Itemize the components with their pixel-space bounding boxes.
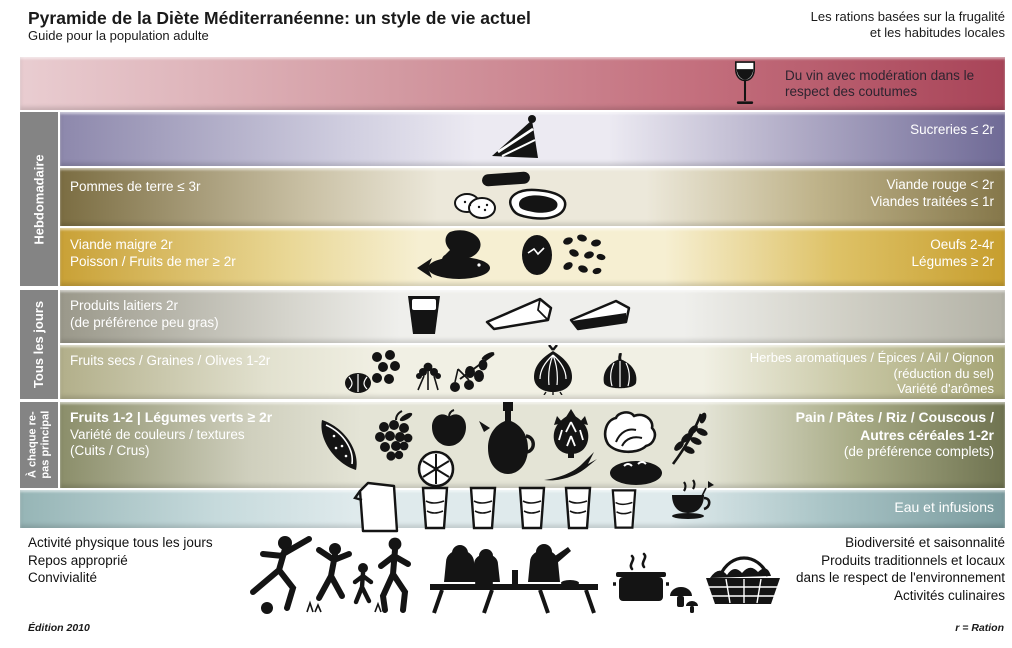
orange-slice-icon: [416, 449, 456, 489]
parsley-icon: [412, 358, 446, 392]
olive-oil-cruet-icon: [478, 402, 538, 484]
cake-slice-icon: [488, 114, 544, 164]
onion-icon: [530, 345, 576, 395]
water-glass-icon: [420, 486, 450, 530]
lifestyle-right-text: Biodiversité et saisonnalité Produits tr…: [796, 535, 1005, 603]
band-water: Eau et infusions: [20, 479, 1005, 533]
cheese-wedge-icon: [484, 296, 554, 332]
lifestyle-left-text: Activité physique tous les jours Repos a…: [28, 535, 213, 586]
beans-icon: [558, 233, 608, 279]
section-tab-weekly: Hebdomadaire: [20, 112, 58, 286]
band-proteins: Viande maigre 2r Poisson / Fruits de mer…: [60, 228, 1005, 286]
header-note-line2: et les habitudes locales: [869, 25, 1005, 41]
water-pitcher-icon: [352, 481, 400, 535]
bread-loaf-icon: [608, 456, 664, 486]
vegetable-basket-icon: [700, 548, 786, 608]
band-nuts-herbs: Fruits secs / Graines / Olives 1-2r Herb…: [60, 345, 1005, 399]
band-nuts-left-text: Fruits secs / Graines / Olives 1-2r: [70, 353, 271, 368]
lifestyle-section: Activité physique tous les jours Repos a…: [20, 530, 1005, 618]
page-subtitle: Guide pour la population adulte: [28, 28, 209, 43]
walnut-icon: [343, 372, 373, 394]
band-fruits-grains: Fruits 1-2 | Légumes verts ≥ 2r Variété …: [60, 402, 1005, 488]
band-meats-left-text: Pommes de terre ≤ 3r: [70, 179, 201, 194]
hazelnuts-icon: [368, 349, 402, 387]
band-fruits-left-text: Fruits 1-2 | Légumes verts ≥ 2r Variété …: [70, 409, 273, 459]
leek-icon: [542, 450, 598, 484]
band-herbs-right-text: Herbes aromatiques / Épices / Ail / Oign…: [749, 350, 994, 397]
header-note: Les rations basées sur la frugalité et l…: [811, 9, 1005, 42]
garlic-icon: [600, 353, 640, 391]
section-tab-every-meal: À chaque re- pas principal: [20, 402, 58, 488]
grapes-icon: [370, 410, 414, 462]
herbal-tea-cup-icon: [668, 478, 716, 522]
section-tab-daily-label: Tous les jours: [31, 300, 47, 389]
egg-icon: [520, 234, 554, 276]
band-proteins-left-text: Viande maigre 2r Poisson / Fruits de mer…: [70, 237, 236, 269]
header-note-line1: Les rations basées sur la frugalité: [810, 9, 1005, 24]
band-meats: Pommes de terre ≤ 3r Viande rouge < 2r V…: [60, 168, 1005, 226]
sausage-icon: [480, 170, 532, 188]
water-glass-icon: [563, 486, 593, 530]
section-tab-daily: Tous les jours: [20, 290, 58, 399]
water-glass-icon: [610, 488, 638, 530]
water-glass-icon: [468, 486, 498, 530]
wine-glass-icon: [732, 61, 758, 108]
band-sweets: Sucreries ≤ 2r: [60, 112, 1005, 166]
cherries-icon: [448, 367, 476, 395]
artichoke-icon: [548, 408, 594, 458]
fish-icon: [415, 254, 491, 282]
water-glass-icon: [517, 486, 547, 530]
olive-branch-icon: [458, 349, 498, 385]
potatoes-icon: [453, 192, 497, 220]
lettuce-icon: [602, 410, 658, 454]
band-dairy-left-text: Produits laitiers 2r (de préférence peu …: [70, 298, 219, 330]
section-tab-weekly-label: Hebdomadaire: [31, 153, 47, 245]
cooking-pot-icon: [612, 552, 670, 610]
apple-icon: [430, 409, 468, 447]
band-meats-right-text: Viande rouge < 2r Viandes traitées ≤ 1r: [870, 177, 994, 209]
band-sweets-right-text: Sucreries ≤ 2r: [910, 122, 994, 137]
meat-chop-icon: [505, 186, 569, 222]
wheat-icon: [665, 408, 709, 466]
family-meal-table-icon: [422, 540, 604, 614]
band-wine: Du vin avec modération dans le respect d…: [20, 57, 1005, 110]
band-proteins-right-text: Oeufs 2-4r Légumes ≥ 2r: [911, 237, 994, 269]
band-grains-right-text: Pain / Pâtes / Riz / Couscous / Autres c…: [795, 409, 994, 459]
mushrooms-icon: [668, 584, 698, 614]
cheese-wedge-icon: [568, 298, 632, 332]
band-water-right-text: Eau et infusions: [894, 499, 994, 515]
yogurt-pot-icon: [406, 294, 442, 336]
band-dairy: Produits laitiers 2r (de préférence peu …: [60, 290, 1005, 343]
people-dancing-icon: [235, 532, 425, 616]
ration-legend: r = Ration: [955, 622, 1004, 634]
page-title: Pyramide de la Diète Méditerranéenne: un…: [28, 8, 531, 28]
band-wine-text: Du vin avec modération dans le respect d…: [785, 68, 975, 100]
watermelon-slice-icon: [312, 418, 362, 474]
section-tab-every-meal-label: À chaque re- pas principal: [26, 411, 52, 479]
edition-label: Édition 2010: [28, 622, 90, 634]
